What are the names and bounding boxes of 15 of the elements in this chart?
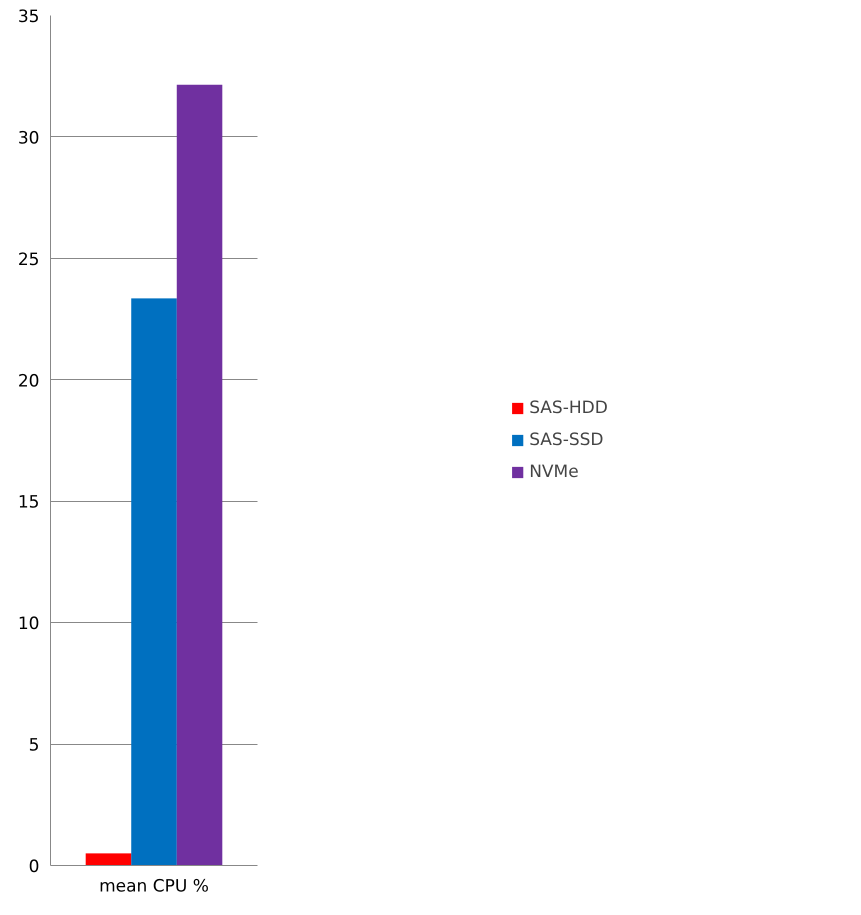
y-tick-label: 30 [18, 128, 40, 148]
y-tick-label: 20 [18, 371, 40, 392]
y-tick-label: 15 [18, 492, 40, 513]
y-tick-label: 5 [28, 736, 40, 756]
bar [176, 84, 222, 866]
y-tick-label: 25 [18, 250, 40, 270]
legend-label: NVMe [529, 462, 579, 482]
legend-label: SAS-HDD [529, 398, 608, 418]
y-tick-label: 0 [28, 857, 40, 877]
legend-label: SAS-SSD [529, 430, 604, 450]
bar [86, 853, 132, 866]
bar [131, 298, 177, 866]
x-tick-label: mean CPU % [99, 876, 209, 896]
y-tick-label: 10 [18, 614, 40, 634]
y-tick-label: 35 [18, 7, 40, 27]
